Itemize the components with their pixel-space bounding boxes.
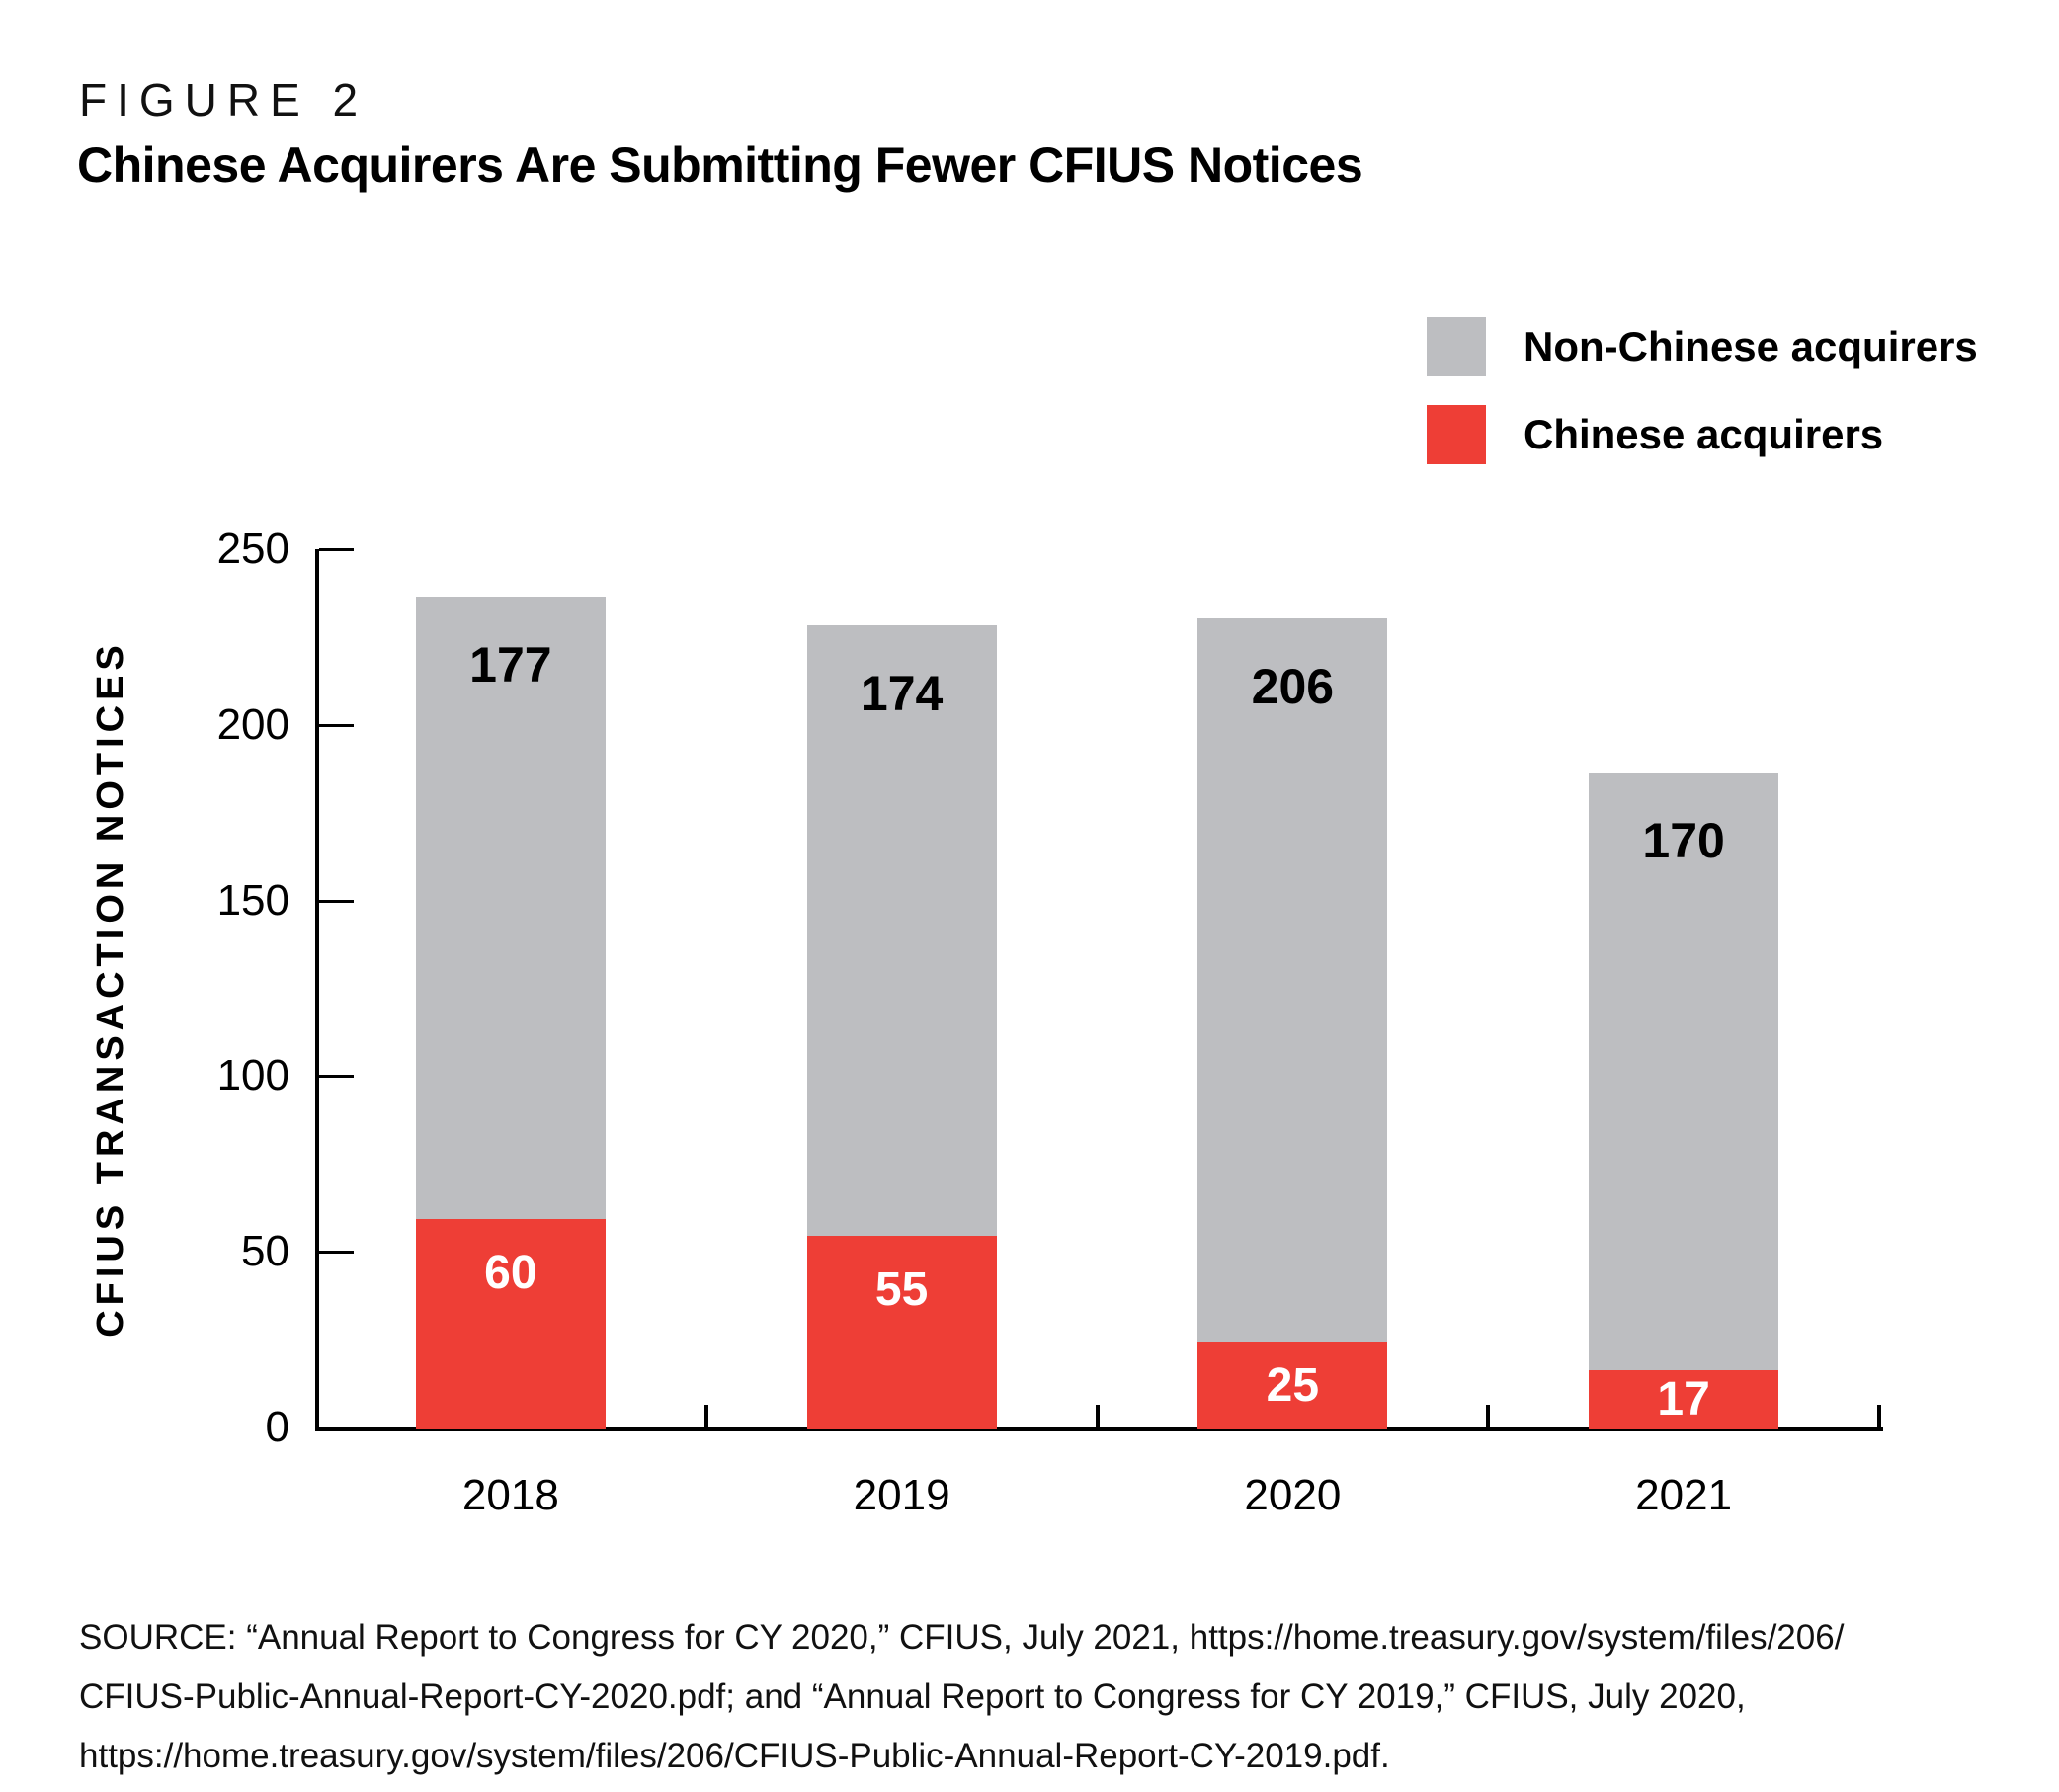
legend-label-chinese: Chinese acquirers [1524, 411, 1884, 457]
bar-value-non-chinese: 174 [860, 666, 944, 721]
y-tick-label: 0 [265, 1403, 289, 1451]
y-tick-label: 100 [216, 1051, 289, 1100]
bar-value-chinese: 55 [874, 1263, 929, 1316]
bar-value-chinese: 60 [484, 1247, 537, 1299]
x-tick-mark [1095, 1405, 1100, 1427]
bar-segment-non-chinese [1197, 618, 1388, 1342]
legend-label-non-chinese: Non-Chinese acquirers [1524, 323, 1978, 369]
y-tick-mark [319, 1075, 354, 1079]
y-tick-mark [319, 548, 354, 551]
bar-segment-chinese [1197, 1342, 1388, 1429]
bar-segment-chinese [1589, 1370, 1779, 1429]
legend-swatch-non-chinese [1427, 317, 1486, 376]
bar-segment-chinese [415, 1219, 606, 1429]
legend-swatch-chinese [1427, 405, 1486, 464]
bar-value-chinese: 17 [1657, 1373, 1710, 1425]
bar-segment-chinese [806, 1236, 997, 1429]
source-note: SOURCE: “Annual Report to Congress for C… [79, 1608, 1986, 1786]
y-tick-label: 50 [241, 1227, 289, 1276]
figure-number-label: FIGURE 2 [79, 74, 369, 125]
bar-segment-non-chinese [1589, 773, 1779, 1370]
x-axis-category-label: 2020 [1244, 1471, 1342, 1519]
bar-segment-non-chinese [806, 625, 997, 1236]
bar-value-non-chinese: 206 [1251, 659, 1335, 714]
y-tick-label: 250 [216, 525, 289, 573]
y-axis-line [315, 549, 319, 1431]
x-axis-category-label: 2018 [461, 1471, 559, 1519]
y-tick-label: 200 [216, 699, 289, 749]
source-line: https://home.treasury.gov/system/files/2… [79, 1737, 1390, 1775]
x-axis-category-label: 2019 [853, 1471, 950, 1519]
x-axis-line [315, 1427, 1883, 1431]
bar-value-non-chinese: 177 [469, 637, 552, 692]
source-line: SOURCE: “Annual Report to Congress for C… [79, 1618, 1845, 1657]
bar-segment-non-chinese [415, 597, 606, 1219]
y-tick-mark [319, 899, 354, 903]
x-tick-mark [1877, 1405, 1881, 1427]
bar-value-non-chinese: 170 [1642, 813, 1725, 868]
y-tick-mark [319, 723, 354, 727]
x-axis-category-label: 2021 [1635, 1471, 1733, 1519]
source-line: CFIUS-Public-Annual-Report-CY-2020.pdf; … [79, 1677, 1746, 1716]
x-tick-mark [1486, 1405, 1491, 1427]
legend-item-chinese: Chinese acquirers [1427, 405, 1883, 464]
x-tick-mark [703, 1405, 708, 1427]
y-tick-mark [319, 1251, 354, 1255]
bar-value-chinese: 25 [1266, 1358, 1320, 1412]
y-axis-title: CFIUS TRANSACTION NOTICES [90, 639, 131, 1338]
legend-item-non-chinese: Non-Chinese acquirers [1427, 317, 1978, 376]
chart-title: Chinese Acquirers Are Submitting Fewer C… [77, 137, 1363, 193]
y-tick-label: 150 [216, 875, 289, 925]
